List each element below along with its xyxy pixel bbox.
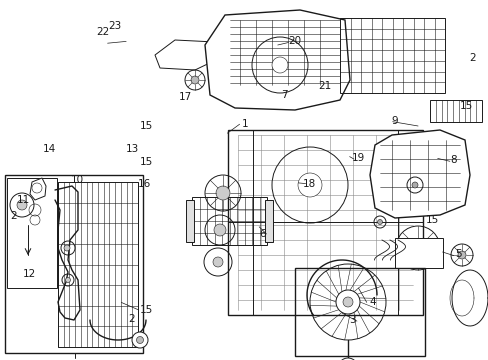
Bar xyxy=(5,175,142,353)
Text: 5: 5 xyxy=(454,249,461,259)
Polygon shape xyxy=(155,40,220,70)
Circle shape xyxy=(191,76,199,84)
Text: 13: 13 xyxy=(126,144,139,154)
Circle shape xyxy=(214,224,225,236)
Circle shape xyxy=(132,332,148,348)
Text: 1: 1 xyxy=(242,119,248,129)
Bar xyxy=(227,130,422,315)
Text: 11: 11 xyxy=(17,195,30,205)
Text: 9: 9 xyxy=(390,116,397,126)
Circle shape xyxy=(408,239,426,257)
Bar xyxy=(294,268,424,356)
Circle shape xyxy=(64,245,70,251)
Text: 15: 15 xyxy=(139,305,152,315)
Circle shape xyxy=(342,297,352,307)
Bar xyxy=(394,238,442,268)
Text: 8: 8 xyxy=(449,155,456,165)
Circle shape xyxy=(457,251,465,259)
Circle shape xyxy=(271,57,287,73)
Bar xyxy=(339,18,444,93)
Circle shape xyxy=(411,182,417,188)
Text: 23: 23 xyxy=(108,21,122,31)
Text: 18: 18 xyxy=(303,179,316,189)
Text: 4: 4 xyxy=(369,297,376,307)
Text: 22: 22 xyxy=(96,27,109,37)
Text: 14: 14 xyxy=(43,144,56,154)
Circle shape xyxy=(377,220,382,225)
Circle shape xyxy=(449,155,459,165)
Bar xyxy=(58,182,138,347)
Polygon shape xyxy=(369,130,469,218)
Circle shape xyxy=(297,173,321,197)
Text: 2: 2 xyxy=(128,314,135,324)
Polygon shape xyxy=(30,178,46,200)
Circle shape xyxy=(335,290,359,314)
Text: 21: 21 xyxy=(317,81,330,91)
Text: 16: 16 xyxy=(138,179,151,189)
Circle shape xyxy=(213,257,223,267)
Text: 2: 2 xyxy=(10,211,17,221)
Bar xyxy=(185,200,194,242)
Text: 6: 6 xyxy=(259,229,265,239)
Text: 20: 20 xyxy=(288,36,301,46)
Circle shape xyxy=(136,337,143,343)
Text: 15: 15 xyxy=(459,101,472,111)
Bar xyxy=(429,100,481,122)
Text: 15: 15 xyxy=(139,157,152,167)
Circle shape xyxy=(17,200,27,210)
Bar xyxy=(192,197,266,245)
Circle shape xyxy=(216,186,229,200)
Bar xyxy=(7,178,57,288)
Polygon shape xyxy=(204,10,349,110)
Circle shape xyxy=(337,358,357,360)
Circle shape xyxy=(65,278,70,283)
Text: 15: 15 xyxy=(425,215,438,225)
Text: 10: 10 xyxy=(71,175,83,185)
Text: 15: 15 xyxy=(139,121,152,131)
Text: 7: 7 xyxy=(281,90,287,100)
Bar xyxy=(264,200,272,242)
Text: 12: 12 xyxy=(22,269,36,279)
Text: 2: 2 xyxy=(468,53,475,63)
Text: 3: 3 xyxy=(349,315,356,325)
Text: 17: 17 xyxy=(178,92,191,102)
Text: 19: 19 xyxy=(351,153,365,163)
